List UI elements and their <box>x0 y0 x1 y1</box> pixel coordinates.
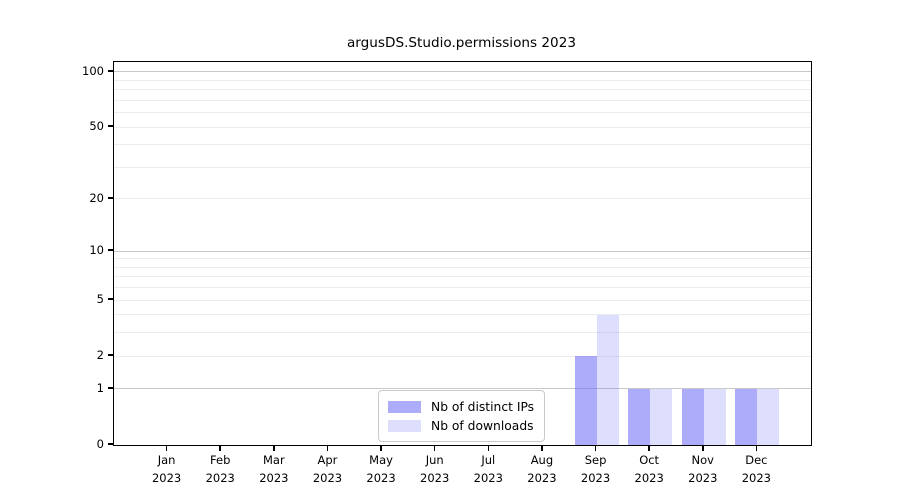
y-tick-label: 10 <box>89 243 104 258</box>
legend-label-downloads: Nb of downloads <box>431 418 534 433</box>
x-tick-label: Oct 2023 <box>634 453 664 485</box>
x-tick-label: Sep 2023 <box>580 453 611 485</box>
x-tick-label: Feb 2023 <box>205 453 235 485</box>
bar-oct-ips <box>628 388 651 445</box>
x-tick-label: Mar 2023 <box>259 453 289 485</box>
bar-nov-downloads <box>703 388 726 445</box>
x-tick-label: May 2023 <box>366 453 396 485</box>
x-tick <box>701 445 704 451</box>
y-tick <box>108 69 113 72</box>
major-gridline <box>114 388 811 390</box>
y-tick-label: 50 <box>89 119 104 134</box>
x-tick-label: Dec 2023 <box>741 453 772 485</box>
x-tick <box>487 445 490 451</box>
bar-oct-downloads <box>650 388 673 445</box>
bar-nov-ips <box>681 388 704 445</box>
y-tick-label: 0 <box>96 437 104 451</box>
x-tick <box>165 445 168 451</box>
minor-gridline <box>114 166 811 168</box>
x-tick <box>755 445 758 451</box>
x-tick <box>380 445 382 451</box>
x-tick <box>273 445 275 451</box>
x-tick <box>433 445 436 451</box>
y-tick <box>108 387 113 389</box>
bar-dec-ips <box>735 388 758 445</box>
x-tick <box>648 445 650 451</box>
plot-area <box>113 61 812 446</box>
x-tick-label: Jul 2023 <box>473 453 503 485</box>
minor-gridline <box>114 332 811 334</box>
x-tick <box>219 445 222 451</box>
x-tick-label: Jun 2023 <box>420 453 450 485</box>
bar-sep-downloads <box>596 314 619 445</box>
y-tick-label: 20 <box>89 190 104 205</box>
legend-item-downloads: Nb of downloads <box>388 416 534 435</box>
minor-gridline <box>114 355 811 357</box>
y-tick-label: 5 <box>96 292 104 307</box>
chart-title: argusDS.Studio.permissions 2023 <box>346 35 577 51</box>
minor-gridline <box>114 299 811 301</box>
minor-gridline <box>114 266 811 268</box>
minor-gridline <box>114 314 811 316</box>
major-gridline <box>114 71 811 73</box>
minor-gridline <box>114 112 811 114</box>
legend: Nb of distinct IPs Nb of downloads <box>378 390 546 442</box>
y-tick <box>108 354 113 356</box>
legend-label-distinct-ips: Nb of distinct IPs <box>431 399 535 414</box>
y-tick-label: 100 <box>82 63 104 78</box>
minor-gridline <box>114 79 811 81</box>
legend-item-distinct-ips: Nb of distinct IPs <box>388 397 534 416</box>
minor-gridline <box>114 99 811 101</box>
minor-gridline <box>114 287 811 289</box>
y-tick <box>108 443 113 445</box>
y-tick <box>108 249 113 251</box>
y-tick-label: 1 <box>96 380 104 395</box>
x-tick <box>541 445 543 451</box>
minor-gridline <box>114 89 811 91</box>
minor-gridline <box>114 126 811 128</box>
x-tick <box>326 445 329 451</box>
major-gridline <box>114 250 811 252</box>
x-tick-label: Apr 2023 <box>312 453 343 485</box>
minor-gridline <box>114 198 811 200</box>
minor-gridline <box>114 144 811 146</box>
legend-swatch-distinct-ips <box>388 400 421 413</box>
minor-gridline <box>114 276 811 278</box>
minor-gridline <box>114 258 811 260</box>
legend-swatch-downloads <box>388 419 421 432</box>
x-tick-label: Nov 2023 <box>688 453 718 485</box>
y-tick <box>108 298 113 300</box>
x-tick <box>594 445 597 451</box>
bar-sep-ips <box>574 356 597 445</box>
y-tick <box>108 125 113 127</box>
bar-dec-downloads <box>757 388 780 445</box>
x-tick-label: Aug 2023 <box>527 453 557 485</box>
y-tick <box>108 197 113 199</box>
y-tick-label: 2 <box>96 348 104 363</box>
x-tick-label: Jan 2023 <box>151 453 182 485</box>
